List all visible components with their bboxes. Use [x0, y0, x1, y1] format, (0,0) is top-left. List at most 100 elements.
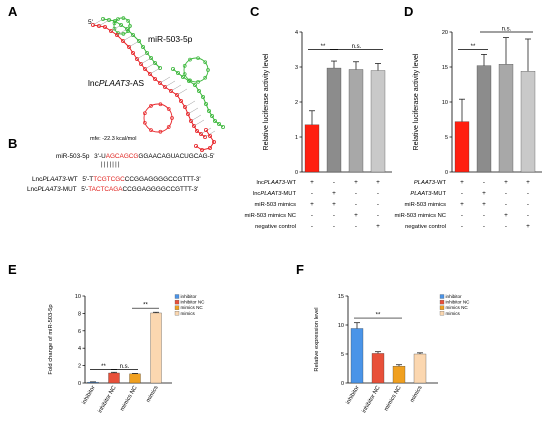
condition-label-part: negative control	[255, 224, 296, 230]
lnc-tail-nucleotide	[207, 145, 212, 150]
condition-label: lncPLAAT3-WT	[256, 180, 296, 186]
base-pair-tick	[176, 88, 188, 96]
legend-swatch	[174, 299, 180, 305]
condition-label-part: PLAAT3	[264, 180, 286, 186]
x-tick-label: mimics	[410, 385, 424, 404]
condition-sign: -	[355, 223, 357, 230]
condition-label-part: miR-503 mimics NC	[394, 213, 446, 219]
legend-label: mimics	[446, 311, 461, 316]
y-tick-label: 10	[442, 100, 448, 106]
mirna-nucleotide	[126, 29, 130, 33]
mirna-nucleotide	[203, 75, 208, 80]
y-tick-label: 6	[78, 329, 81, 335]
y-tick-label: 5	[445, 135, 448, 141]
condition-sign: -	[527, 190, 529, 197]
condition-sign: -	[505, 190, 507, 197]
base-pair-tick	[144, 62, 156, 70]
condition-label-part: negative control	[405, 224, 446, 230]
base-pair-tick	[200, 127, 212, 135]
y-tick-label: 15	[338, 294, 344, 300]
mirna-nucleotide	[206, 109, 211, 114]
seq-mut-row: LncPLAAT3-MUT 5'-TACTCAGACCGGAGGGGCCGTTT…	[27, 186, 198, 193]
lnc-name-label: lncPLAAT3-AS	[88, 78, 144, 88]
mirna-nucleotide	[121, 32, 126, 36]
condition-sign: -	[483, 223, 485, 230]
legend-label: mimics	[181, 311, 196, 316]
mirna-nucleotide	[196, 89, 201, 94]
sig-c-1-label: **	[321, 44, 326, 50]
sig-e-1-label: **	[101, 364, 106, 370]
bar	[348, 69, 364, 173]
condition-label-part: -MUT	[282, 191, 297, 197]
base-pair-tick	[122, 34, 134, 42]
mirna-nucleotide	[188, 78, 192, 83]
condition-sign: -	[483, 179, 485, 186]
condition-sign: +	[332, 190, 336, 197]
lnc-nucleotide	[178, 99, 183, 104]
mfe-label: mfe: -22.3 kcal/mol	[90, 136, 136, 142]
lnc-nucleotide	[97, 23, 102, 28]
base-pair-tick	[110, 24, 122, 32]
condition-label: negative control	[255, 224, 296, 230]
lnc-tail-nucleotide	[193, 143, 198, 148]
mirna-nucleotide	[200, 95, 205, 100]
y-tick-label: 2	[78, 364, 81, 370]
bar	[520, 71, 536, 173]
lnc-nucleotide	[166, 125, 171, 129]
condition-sign: -	[311, 190, 313, 197]
lnc-nucleotide	[149, 104, 153, 108]
condition-label-part: PLAAT3	[410, 191, 432, 197]
base-pair-tick	[193, 119, 205, 127]
mirna-nucleotide	[212, 119, 217, 124]
lnc-nucleotide	[188, 119, 193, 124]
legend-label: mimics NC	[446, 305, 469, 310]
lnc-nucleotide	[121, 39, 126, 44]
condition-sign: -	[333, 212, 335, 219]
mirna-loop	[183, 57, 209, 83]
y-tick-label: 0	[341, 381, 344, 387]
condition-sign: -	[311, 223, 313, 230]
seq-mirna-prefix: 3'-U	[94, 153, 106, 160]
y-tick-label: 1	[295, 135, 298, 141]
sig-d-1-label: **	[471, 44, 476, 50]
mirna-backbone	[102, 18, 161, 69]
condition-label-part: PLAAT3	[414, 180, 436, 186]
lnc-nucleotide	[174, 93, 179, 98]
lnc-nucleotide	[185, 112, 190, 117]
condition-sign: +	[310, 179, 314, 186]
legend-label: inhibitor NC	[181, 300, 206, 305]
condition-label-part: miR-503 mimics	[254, 202, 296, 208]
bar	[454, 121, 470, 173]
y-tick-label: 0	[78, 381, 81, 387]
lnc-nucleotide	[149, 128, 153, 132]
condition-sign: -	[311, 212, 313, 219]
seq-wt-site: TCGTCGC	[93, 176, 125, 183]
lnc-nucleotide	[142, 67, 147, 72]
panel-letter-b: B	[8, 136, 18, 151]
base-pair-tick	[116, 28, 128, 36]
y-tick-label: 2	[295, 100, 298, 106]
sig-d-2-label: n.s.	[502, 27, 512, 33]
y-tick-label: 10	[75, 294, 81, 300]
bar	[350, 328, 364, 384]
bar	[413, 353, 427, 384]
y-tick-label: 10	[338, 323, 344, 329]
condition-sign: -	[333, 223, 335, 230]
legend-label: mimics NC	[181, 305, 204, 310]
condition-sign: +	[354, 212, 358, 219]
seq-mut-site: TACTCAGA	[88, 186, 123, 193]
lnc-nucleotide	[142, 120, 147, 125]
lnc-tail-nucleotide	[211, 139, 216, 144]
base-pair-tick	[190, 114, 202, 122]
y-axis-label: Relative expression level	[314, 307, 320, 371]
lnc-nucleotide	[157, 81, 162, 86]
seq-mut-name: LncPLAAT3-MUT	[27, 186, 77, 193]
base-pair-tick	[184, 100, 196, 108]
x-tick-label: mimics NC	[384, 385, 403, 412]
mirna-nucleotide	[209, 114, 214, 119]
mirna-nucleotide	[152, 61, 157, 66]
mirna-nucleotide	[206, 68, 210, 72]
y-tick-label: 0	[445, 170, 448, 176]
